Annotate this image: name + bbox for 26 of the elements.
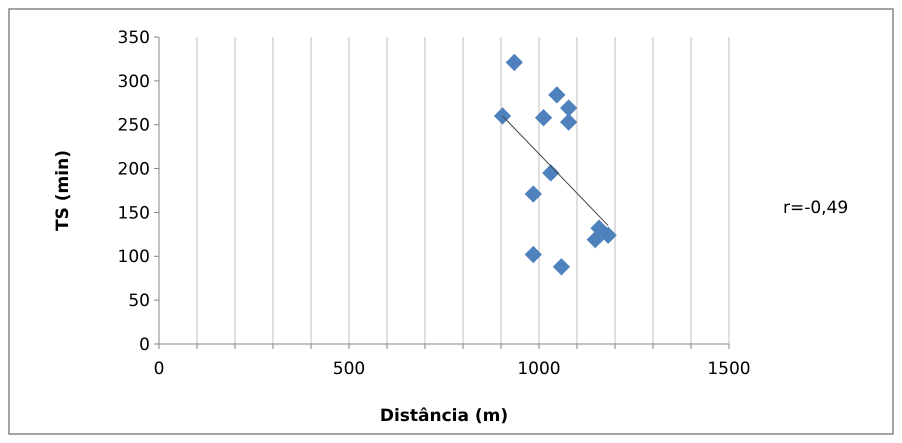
y-tick-label: 0 xyxy=(139,334,150,355)
point xyxy=(560,113,578,131)
x-axis-title: Distância (m) xyxy=(380,406,508,426)
point xyxy=(560,99,578,117)
y-tick-label: 150 xyxy=(118,203,150,224)
point xyxy=(534,109,552,126)
point xyxy=(506,54,523,72)
point xyxy=(524,246,542,264)
y-tick-label: 100 xyxy=(118,247,150,268)
x-tick-label: 1500 xyxy=(707,359,751,379)
point xyxy=(548,86,566,104)
point xyxy=(552,258,570,276)
x-tick-label: 0 xyxy=(154,359,164,379)
y-tick-label: 300 xyxy=(118,72,150,92)
text: r=-0,49 xyxy=(783,198,848,218)
x-tick-label: 500 xyxy=(332,359,366,379)
y-tick-label: 50 xyxy=(128,291,150,312)
point xyxy=(600,226,617,244)
y-tick-label: 350 xyxy=(118,28,150,48)
point xyxy=(494,107,512,125)
point xyxy=(524,185,542,203)
y-tick-label: 250 xyxy=(118,116,150,136)
y-tick-label: 200 xyxy=(118,160,150,180)
y-axis-title: TS (min) xyxy=(53,150,73,231)
x-tick-label: 1000 xyxy=(517,359,561,379)
point xyxy=(586,230,604,248)
